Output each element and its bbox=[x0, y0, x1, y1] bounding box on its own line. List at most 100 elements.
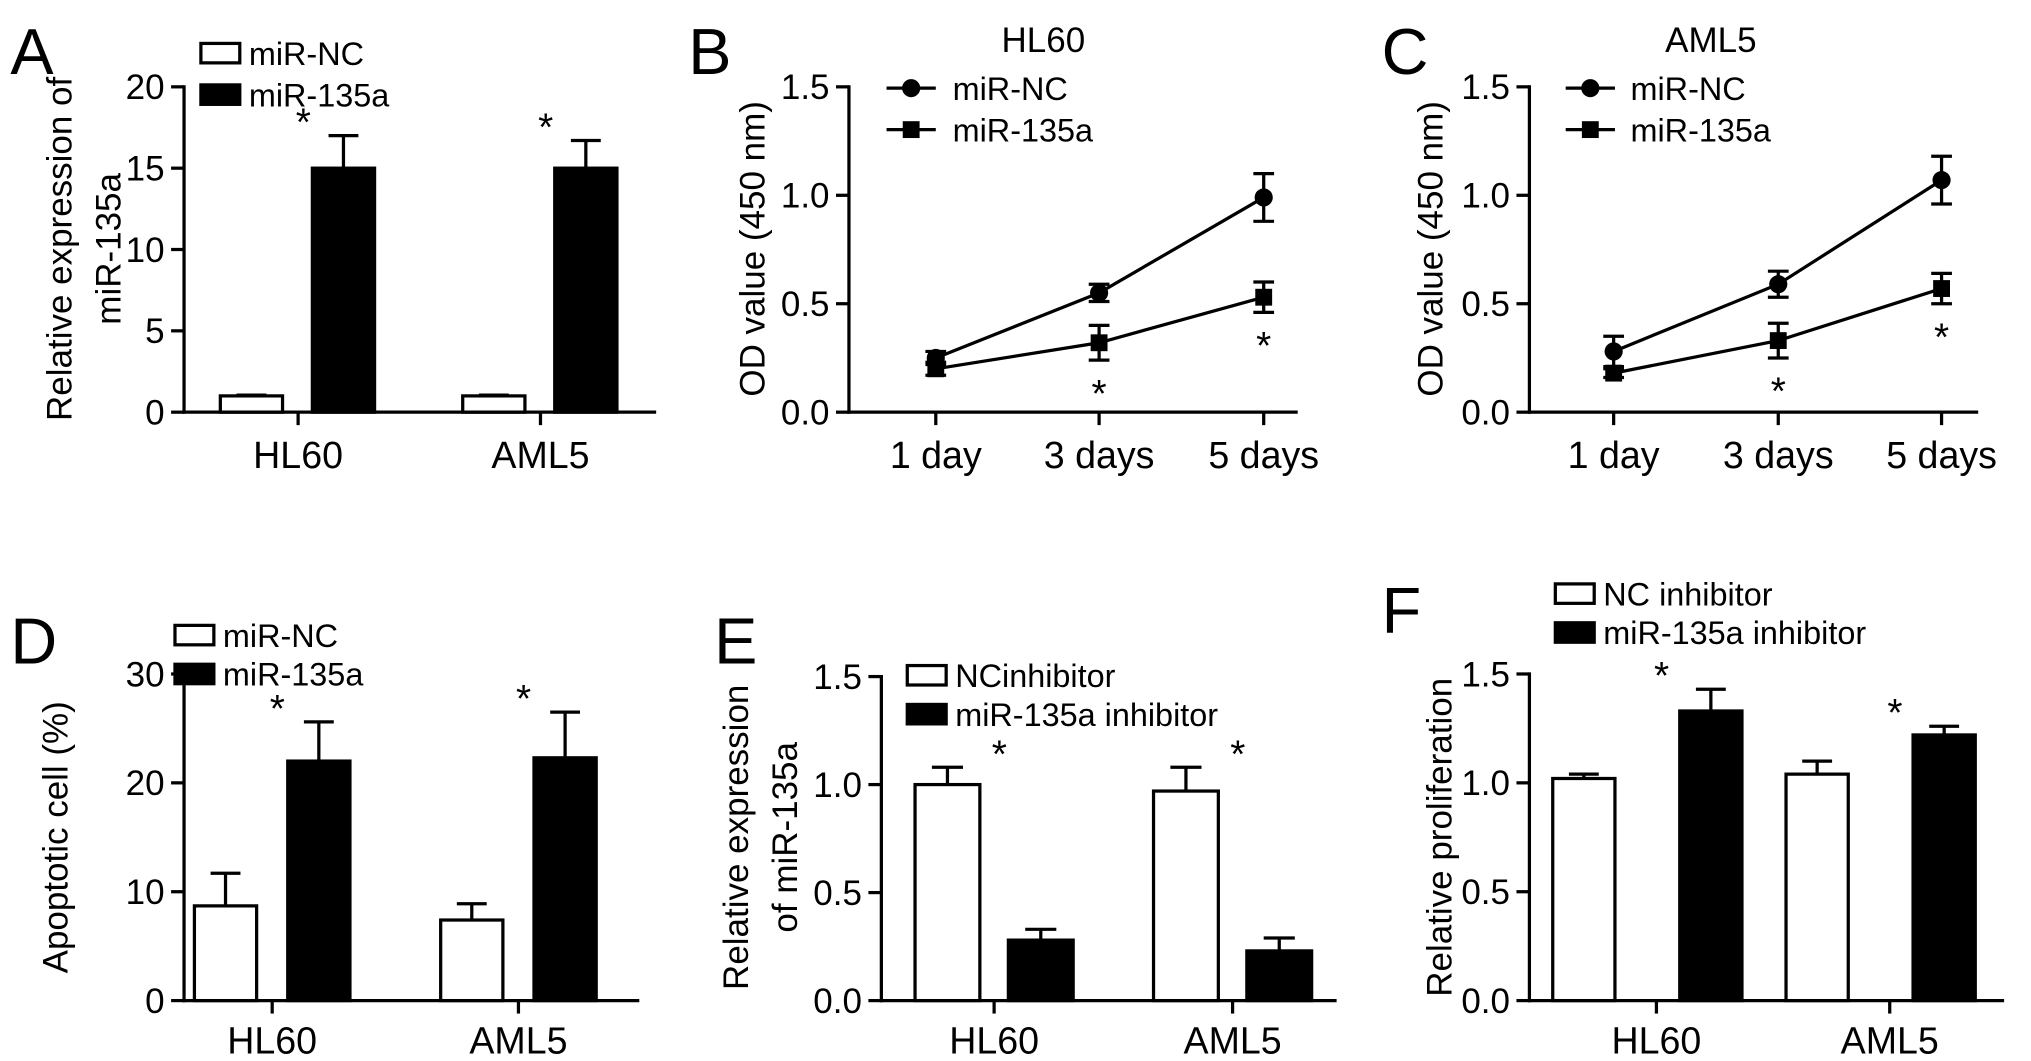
y-axis-label: OD value (450 nm) bbox=[734, 101, 773, 397]
x-category-label: AML5 bbox=[491, 434, 589, 476]
axes: 0.0 0.5 1.0 1.5 1 day 3 days 5 days bbox=[1461, 68, 1997, 476]
bar-mir-135a-aml5 bbox=[532, 756, 598, 1003]
y-tick-label: 1.5 bbox=[813, 658, 862, 697]
y-tick-label: 1.0 bbox=[781, 177, 830, 216]
data-point-mir-nc-3-days bbox=[1769, 275, 1788, 294]
x-category-label: 3 days bbox=[1044, 434, 1155, 476]
x-category-label: AML5 bbox=[469, 1020, 567, 1061]
legend-item-mir-135a: miR-135a bbox=[1565, 112, 1772, 148]
data-point-mir-nc-5-days bbox=[1254, 188, 1273, 207]
legend-label: miR-135a bbox=[953, 112, 1094, 148]
legend-swatch bbox=[905, 702, 948, 726]
legend-item-mir-135a-inhibitor: miR-135a inhibitor bbox=[1553, 615, 1866, 651]
legend-label: miR-NC bbox=[249, 36, 364, 72]
legend: miR-NC miR-135a bbox=[199, 36, 390, 113]
significance-asterisk: * bbox=[1256, 325, 1271, 368]
y-tick-label: 1.0 bbox=[813, 766, 862, 805]
y-axis-label: OD value (450 nm) bbox=[1412, 101, 1451, 397]
panel-e: E Relative expression of miR-135a 0.0 0.5 1.0… bbox=[714, 605, 1337, 1061]
panel-letter: E bbox=[714, 605, 757, 678]
bar-mir-nc-hl60 bbox=[192, 904, 259, 1003]
panel-b: B HL60 OD value (450 nm)0.0 0.5 1.0 1.5 1 day 3… bbox=[688, 15, 1319, 476]
legend-label: miR-135a bbox=[223, 657, 364, 693]
panel-letter: C bbox=[1382, 15, 1429, 88]
data-point-mir-135a-3-days bbox=[1090, 334, 1108, 352]
significance-asterisk: * bbox=[1654, 655, 1669, 698]
legend-swatch bbox=[173, 623, 216, 647]
plot-area bbox=[913, 765, 1314, 1003]
y-tick-label: 1.5 bbox=[1461, 68, 1510, 107]
y-tick-label: 0.5 bbox=[1461, 873, 1510, 912]
significance-asterisk: * bbox=[1771, 371, 1786, 414]
bar-mir-135a-inhibitor-hl60 bbox=[1006, 938, 1075, 1003]
y-tick-label: 0.0 bbox=[813, 982, 862, 1021]
y-axis-label: Apoptotic cell (%) bbox=[36, 701, 75, 973]
y-tick-label: 1.0 bbox=[1461, 764, 1510, 803]
y-tick-label: 0.0 bbox=[1461, 982, 1510, 1021]
y-axis-label: miR-135a bbox=[90, 172, 129, 324]
bar-nc-inhibitor-aml5 bbox=[1784, 772, 1850, 1003]
legend-marker bbox=[902, 79, 921, 98]
data-point-mir-135a-1-day bbox=[1605, 364, 1623, 382]
y-tick-label: 20 bbox=[126, 764, 165, 803]
legend-swatch bbox=[905, 663, 948, 687]
y-tick-label: 10 bbox=[126, 231, 165, 270]
y-tick-label: 0.5 bbox=[781, 285, 830, 324]
x-category-label: 1 day bbox=[1568, 434, 1660, 476]
bar-mir-135a-inhibitor-aml5 bbox=[1245, 949, 1314, 1003]
axes: 0.0 0.5 1.0 1.5 HL60 AML5 bbox=[813, 658, 1337, 1061]
legend-item-mir-135a-inhibitor: miR-135a inhibitor bbox=[905, 697, 1218, 733]
bar-mir-135a-hl60 bbox=[310, 166, 377, 414]
panel-letter: B bbox=[688, 15, 731, 88]
significance-asterisk: * bbox=[1934, 316, 1949, 359]
y-tick-label: 0.0 bbox=[781, 393, 830, 432]
axes: 0.0 0.5 1.0 1.5 HL60 AML5 bbox=[1461, 655, 2005, 1061]
legend-item-ncinhibitor: NCinhibitor bbox=[905, 658, 1116, 694]
bar-mir-nc-aml5 bbox=[461, 394, 527, 414]
legend-marker bbox=[902, 121, 920, 139]
legend-item-mir-135a: miR-135a bbox=[199, 77, 390, 113]
data-point-mir-135a-5-days bbox=[1255, 288, 1273, 306]
y-tick-label: 5 bbox=[145, 312, 164, 351]
data-point-mir-135a-5-days bbox=[1933, 280, 1950, 297]
x-category-label: 5 days bbox=[1886, 434, 1997, 476]
legend-label: miR-NC bbox=[223, 618, 338, 654]
data-point-mir-nc-3-days bbox=[1090, 283, 1109, 302]
chart-title: AML5 bbox=[1665, 21, 1756, 60]
y-tick-label: 0.0 bbox=[1461, 393, 1510, 432]
legend-label: miR-135a bbox=[1631, 112, 1772, 148]
y-tick-label: 1.5 bbox=[1461, 655, 1510, 694]
y-tick-label: 10 bbox=[126, 873, 165, 912]
significance-asterisk: * bbox=[1230, 733, 1245, 776]
y-tick-label: 20 bbox=[126, 68, 165, 107]
data-point-mir-nc-1-day bbox=[1604, 342, 1623, 361]
y-axis-label: Relative proliferation bbox=[1421, 678, 1460, 997]
x-category-label: AML5 bbox=[1184, 1020, 1282, 1061]
bar-mir-nc-aml5 bbox=[439, 918, 505, 1003]
legend-swatch bbox=[173, 662, 216, 686]
x-category-label: HL60 bbox=[253, 434, 343, 476]
legend-label: miR-135a inhibitor bbox=[955, 697, 1218, 733]
axes: 0.0 0.5 1.0 1.5 1 day 3 days 5 days bbox=[781, 68, 1319, 476]
y-tick-label: 1.5 bbox=[781, 68, 830, 107]
y-tick-label: 0 bbox=[145, 982, 164, 1021]
legend-item-mir-135a: miR-135a bbox=[886, 112, 1094, 148]
plot-area bbox=[218, 134, 619, 414]
y-axis-label: Relative expression of bbox=[40, 76, 79, 420]
bar-ncinhibitor-hl60 bbox=[913, 782, 982, 1003]
plot-area bbox=[925, 171, 1275, 378]
legend-label: miR-135a bbox=[249, 77, 390, 113]
significance-asterisk: * bbox=[516, 678, 531, 721]
axes: 0 5 10 15 20 HL60 AML5 bbox=[126, 68, 657, 476]
plot-area bbox=[1603, 154, 1952, 382]
legend-item-nc-inhibitor: NC inhibitor bbox=[1553, 576, 1773, 612]
data-point-mir-135a-3-days bbox=[1769, 332, 1787, 350]
bar-ncinhibitor-aml5 bbox=[1151, 789, 1220, 1003]
legend-label: NCinhibitor bbox=[955, 658, 1115, 694]
